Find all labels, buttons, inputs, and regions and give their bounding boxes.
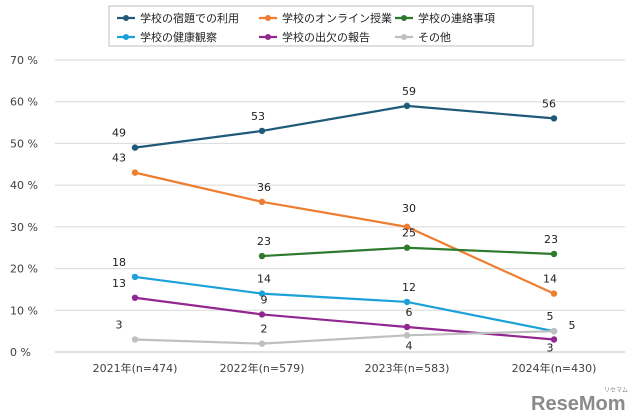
axes: 0 % 10 % 20 % 30 % 40 % 50 % 60 % 70 % 2021年(n=4… [10, 54, 596, 375]
y-tick-label-40: 40 % [10, 179, 38, 192]
point-s5-1 [258, 340, 266, 347]
point-s1-1 [258, 198, 266, 206]
data-label-s2-1: 23 [257, 235, 271, 248]
legend-label-0: 学校の宿題での利用 [140, 11, 239, 25]
point-s0-2 [403, 102, 411, 110]
point-s3-1 [258, 290, 266, 297]
data-label-s1-1: 36 [257, 181, 271, 194]
point-s4-3 [550, 336, 558, 343]
legend-label-5: その他 [418, 31, 451, 44]
point-s5-2 [403, 332, 411, 339]
data-label-s3-2: 12 [402, 281, 416, 294]
point-s1-2 [403, 223, 411, 231]
y-tick-label-50: 50 % [10, 137, 38, 150]
point-s0-0 [131, 144, 139, 151]
y-tick-label-70: 70 % [10, 54, 38, 67]
series-line-3 [134, 275, 555, 333]
data-label-s5-0: 3 [116, 318, 123, 331]
data-label-s1-2: 30 [402, 202, 416, 215]
data-label-s0-0: 49 [112, 127, 126, 140]
point-s4-0 [131, 294, 139, 301]
y-tick-label-20: 20 % [10, 263, 38, 276]
legend-label-3: 学校の健康観察 [140, 30, 217, 44]
watermark-subtext: リセマム [604, 387, 628, 394]
data-label-s2-2: 25 [402, 227, 416, 240]
legend-box [108, 5, 534, 47]
legend-marker-5 [401, 34, 407, 40]
point-s1-3 [550, 290, 558, 297]
series-lines [131, 102, 558, 347]
data-label-s5-3: 5 [569, 319, 576, 332]
legend-marker-0 [123, 15, 129, 21]
data-label-s0-1: 53 [251, 110, 265, 123]
data-label-s0-2: 59 [402, 85, 416, 98]
data-label-s4-1: 9 [261, 293, 268, 306]
series-line-5 [134, 330, 555, 345]
data-label-s5-2: 4 [406, 339, 413, 352]
x-tick-label-1: 2022年(n=579) [220, 361, 305, 375]
series-line-1 [134, 171, 555, 295]
data-label-s3-0: 18 [112, 256, 126, 269]
x-tick-label-3: 2024年(n=430) [512, 361, 597, 375]
data-label-s1-0: 43 [112, 152, 126, 165]
data-label-s3-1: 14 [257, 273, 271, 286]
point-s0-3 [550, 115, 558, 122]
point-s2-1 [258, 252, 266, 260]
legend-label-4: 学校の出欠の報告 [282, 30, 370, 44]
y-tick-label-30: 30 % [10, 221, 38, 234]
data-label-s0-3: 56 [542, 97, 556, 110]
legend-label-1: 学校のオンライン授業 [282, 11, 392, 25]
data-label-s5-1: 2 [261, 323, 268, 336]
data-label-s4-2: 6 [406, 306, 413, 319]
legend-marker-4 [265, 34, 271, 40]
gridlines [55, 59, 625, 353]
data-label-s4-0: 13 [112, 277, 126, 290]
point-s5-3 [550, 327, 558, 335]
legend-marker-3 [123, 34, 129, 40]
data-label-s1-3: 14 [543, 273, 557, 286]
series-line-0 [134, 104, 555, 149]
resemom-logo: リセマム ReseMom [531, 387, 628, 415]
x-tick-label-0: 2021年(n=474) [93, 361, 178, 375]
data-labels: 49 53 59 56 43 36 30 14 23 25 23 18 14 12 5 13 9 6 3 3 2 4 5 [112, 85, 576, 355]
data-label-s3-3: 5 [547, 310, 554, 323]
point-s5-0 [131, 336, 139, 343]
point-s3-0 [131, 273, 139, 281]
y-tick-label-0: 0 % [10, 346, 31, 359]
point-s4-2 [403, 323, 411, 331]
legend-marker-1 [265, 15, 271, 21]
point-s2-2 [403, 244, 411, 251]
data-label-s4-3: 3 [547, 341, 554, 354]
y-tick-label-60: 60 % [10, 96, 38, 109]
legend-marker-2 [401, 15, 407, 21]
point-s1-0 [131, 169, 139, 176]
legend-label-2: 学校の連絡事項 [418, 11, 495, 25]
y-tick-label-10: 10 % [10, 304, 38, 317]
data-label-s2-3: 23 [544, 233, 558, 246]
point-s4-1 [258, 311, 266, 318]
x-tick-label-2: 2023年(n=583) [365, 361, 450, 375]
watermark-text: ReseMom [531, 393, 625, 415]
point-s3-2 [403, 298, 411, 306]
point-s2-3 [550, 250, 558, 258]
point-s0-1 [258, 127, 266, 135]
